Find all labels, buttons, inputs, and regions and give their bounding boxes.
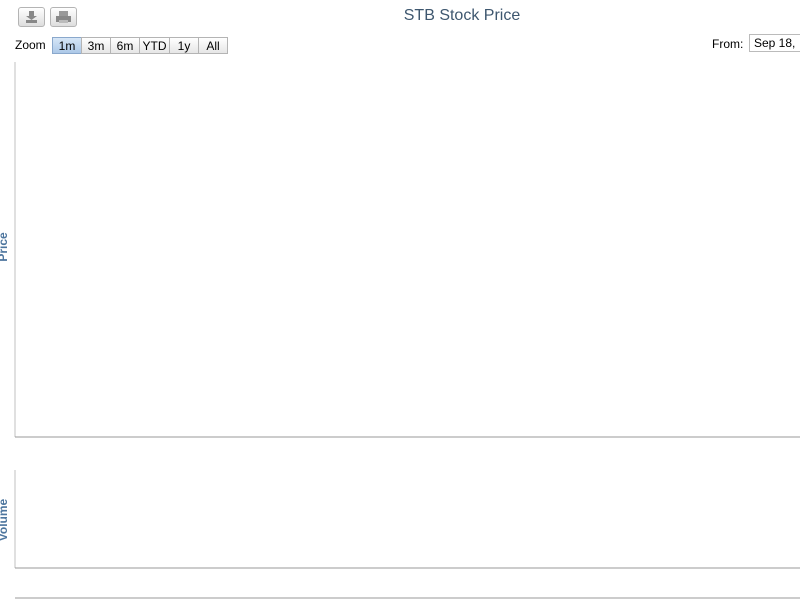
price-axis-title: Price [0, 232, 10, 262]
download-button[interactable]: 1111.2511.511.751212.2512.512.750M5M18. … [18, 7, 45, 27]
volume-axis-title: Volume [0, 498, 10, 541]
print-icon [56, 11, 71, 23]
range-button[interactable]: 1m [52, 37, 82, 54]
zoom-label: Zoom [15, 38, 46, 52]
range-button[interactable]: All [198, 37, 228, 54]
from-input[interactable]: Sep 18, [749, 34, 800, 52]
range-button[interactable]: 3m [81, 37, 111, 54]
chart-title: STB Stock Price [404, 7, 521, 24]
download-icon: 1111.2511.511.751212.2512.512.750M5M18. … [26, 11, 37, 23]
range-button[interactable]: 1y [169, 37, 199, 54]
print-button[interactable] [50, 7, 77, 27]
from-label: From: [712, 37, 744, 51]
